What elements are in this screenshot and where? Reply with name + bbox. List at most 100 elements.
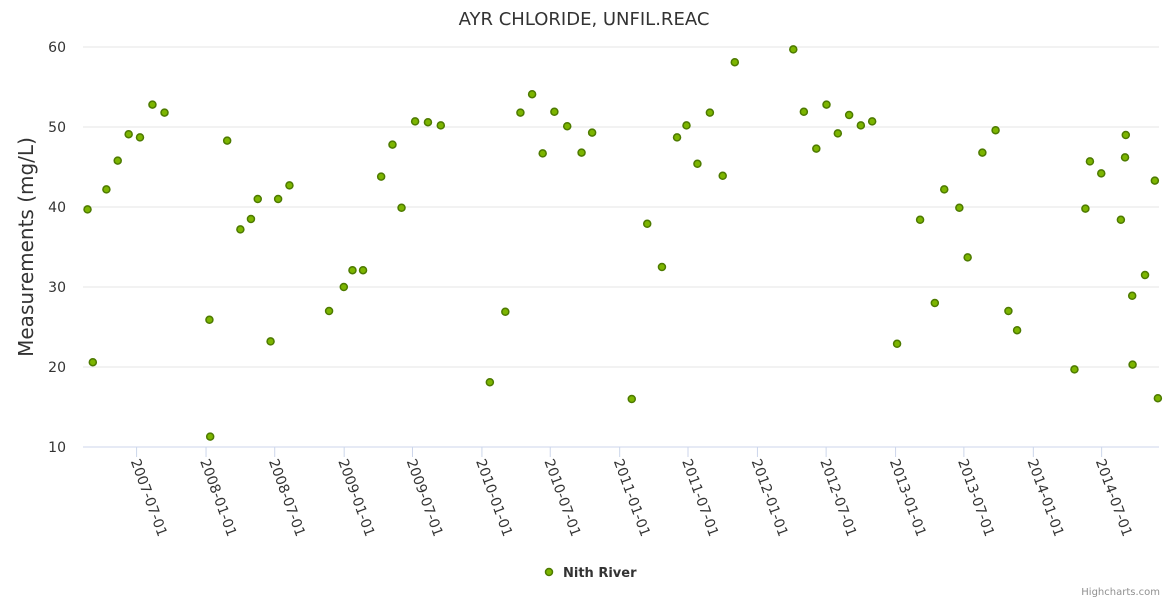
data-point[interactable] bbox=[682, 121, 691, 130]
data-point[interactable] bbox=[577, 148, 586, 157]
data-point[interactable] bbox=[376, 172, 386, 181]
data-point[interactable] bbox=[339, 282, 349, 292]
x-axis-ticks: 2007-07-01 2008-01-01 2008-07-01 2009-01-01… bbox=[127, 447, 1135, 539]
x-tick-label: 2012-07-01 bbox=[816, 457, 859, 539]
data-point[interactable] bbox=[397, 203, 406, 213]
x-tick-label: 2012-01-01 bbox=[748, 457, 791, 539]
data-point[interactable] bbox=[410, 117, 420, 126]
data-point[interactable] bbox=[285, 181, 294, 190]
data-point[interactable] bbox=[135, 133, 145, 142]
data-point[interactable] bbox=[562, 121, 572, 131]
data-point[interactable] bbox=[991, 125, 1000, 135]
data-point[interactable] bbox=[538, 149, 547, 158]
data-point[interactable] bbox=[205, 315, 214, 325]
legend-label[interactable]: Nith River bbox=[563, 566, 637, 581]
data-point[interactable] bbox=[1121, 130, 1131, 140]
data-point[interactable] bbox=[205, 432, 215, 441]
data-point[interactable] bbox=[88, 357, 98, 367]
data-point[interactable] bbox=[1150, 176, 1160, 185]
data-point[interactable] bbox=[978, 148, 987, 157]
data-point[interactable] bbox=[516, 108, 525, 117]
data-point[interactable] bbox=[266, 337, 275, 346]
x-tick-label: 2008-07-01 bbox=[265, 457, 308, 539]
data-point[interactable] bbox=[348, 265, 357, 275]
data-point[interactable] bbox=[799, 107, 809, 117]
data-point[interactable] bbox=[627, 394, 637, 404]
data-point[interactable] bbox=[856, 121, 866, 130]
data-point[interactable] bbox=[501, 307, 510, 317]
data-point[interactable] bbox=[915, 215, 925, 225]
data-point[interactable] bbox=[1085, 157, 1095, 166]
data-point[interactable] bbox=[423, 117, 433, 127]
data-point[interactable] bbox=[963, 253, 972, 262]
x-tick-label: 2014-07-01 bbox=[1092, 457, 1135, 539]
data-point[interactable] bbox=[1070, 365, 1079, 374]
data-point[interactable] bbox=[388, 140, 397, 149]
data-point[interactable] bbox=[955, 203, 964, 213]
data-point[interactable] bbox=[273, 194, 283, 204]
data-point[interactable] bbox=[930, 298, 940, 308]
data-point[interactable] bbox=[812, 144, 821, 153]
data-point[interactable] bbox=[657, 262, 667, 272]
x-tick-label: 2013-07-01 bbox=[954, 457, 997, 539]
data-point[interactable] bbox=[160, 108, 169, 117]
data-point[interactable] bbox=[833, 129, 843, 138]
data-point[interactable] bbox=[1116, 215, 1126, 225]
data-point[interactable] bbox=[705, 108, 715, 117]
data-point[interactable] bbox=[236, 225, 245, 234]
x-tick-label: 2010-01-01 bbox=[472, 457, 515, 539]
x-tick-label: 2009-07-01 bbox=[403, 457, 446, 539]
legend-marker[interactable] bbox=[544, 567, 554, 577]
data-point[interactable] bbox=[1081, 204, 1090, 213]
data-point[interactable] bbox=[642, 219, 652, 229]
data-point[interactable] bbox=[253, 194, 262, 204]
data-point[interactable] bbox=[436, 121, 446, 130]
data-point[interactable] bbox=[822, 100, 831, 109]
data-point[interactable] bbox=[222, 136, 232, 145]
data-point[interactable] bbox=[789, 45, 798, 54]
data-point[interactable] bbox=[1128, 360, 1137, 369]
data-point[interactable] bbox=[1127, 291, 1137, 301]
x-tick-label: 2007-07-01 bbox=[127, 457, 170, 539]
gridlines bbox=[83, 46, 1159, 368]
data-point[interactable] bbox=[718, 171, 727, 181]
data-point[interactable] bbox=[730, 57, 740, 67]
data-point[interactable] bbox=[83, 205, 92, 214]
x-tick-label: 2011-07-01 bbox=[678, 457, 721, 539]
data-point[interactable] bbox=[148, 100, 157, 109]
data-point[interactable] bbox=[672, 133, 682, 142]
data-point[interactable] bbox=[867, 117, 877, 126]
data-point[interactable] bbox=[358, 265, 368, 275]
credits[interactable]: Highcharts.com bbox=[1081, 587, 1160, 598]
y-tick-label: 50 bbox=[48, 120, 66, 136]
data-point[interactable] bbox=[1153, 393, 1163, 403]
data-point[interactable] bbox=[587, 128, 597, 137]
data-point[interactable] bbox=[102, 185, 111, 194]
data-point[interactable] bbox=[1120, 153, 1130, 162]
data-point[interactable] bbox=[485, 377, 495, 387]
data-point[interactable] bbox=[940, 185, 949, 194]
data-point[interactable] bbox=[124, 129, 133, 139]
y-axis-ticks: 10 20 30 40 50 60 bbox=[48, 40, 66, 456]
data-point[interactable] bbox=[1004, 306, 1013, 316]
data-point[interactable] bbox=[844, 110, 854, 120]
data-point[interactable] bbox=[892, 339, 902, 349]
x-tick-label: 2013-01-01 bbox=[886, 457, 929, 539]
y-axis-label: Measurements (mg/L) bbox=[14, 137, 38, 357]
y-tick-label: 10 bbox=[48, 440, 66, 456]
x-tick-label: 2011-01-01 bbox=[610, 457, 653, 539]
data-point[interactable] bbox=[527, 89, 537, 99]
data-point[interactable] bbox=[550, 107, 559, 117]
legend[interactable]: Nith River bbox=[544, 566, 638, 581]
data-point[interactable] bbox=[1140, 270, 1150, 280]
data-point[interactable] bbox=[693, 159, 702, 169]
data-point[interactable] bbox=[324, 306, 334, 316]
data-point[interactable] bbox=[1012, 325, 1022, 335]
data-point[interactable] bbox=[113, 156, 122, 165]
series-nith-river[interactable] bbox=[83, 45, 1163, 441]
data-point[interactable] bbox=[1097, 169, 1106, 178]
y-tick-label: 30 bbox=[48, 280, 66, 296]
y-tick-label: 20 bbox=[48, 360, 66, 376]
data-point[interactable] bbox=[246, 214, 256, 224]
